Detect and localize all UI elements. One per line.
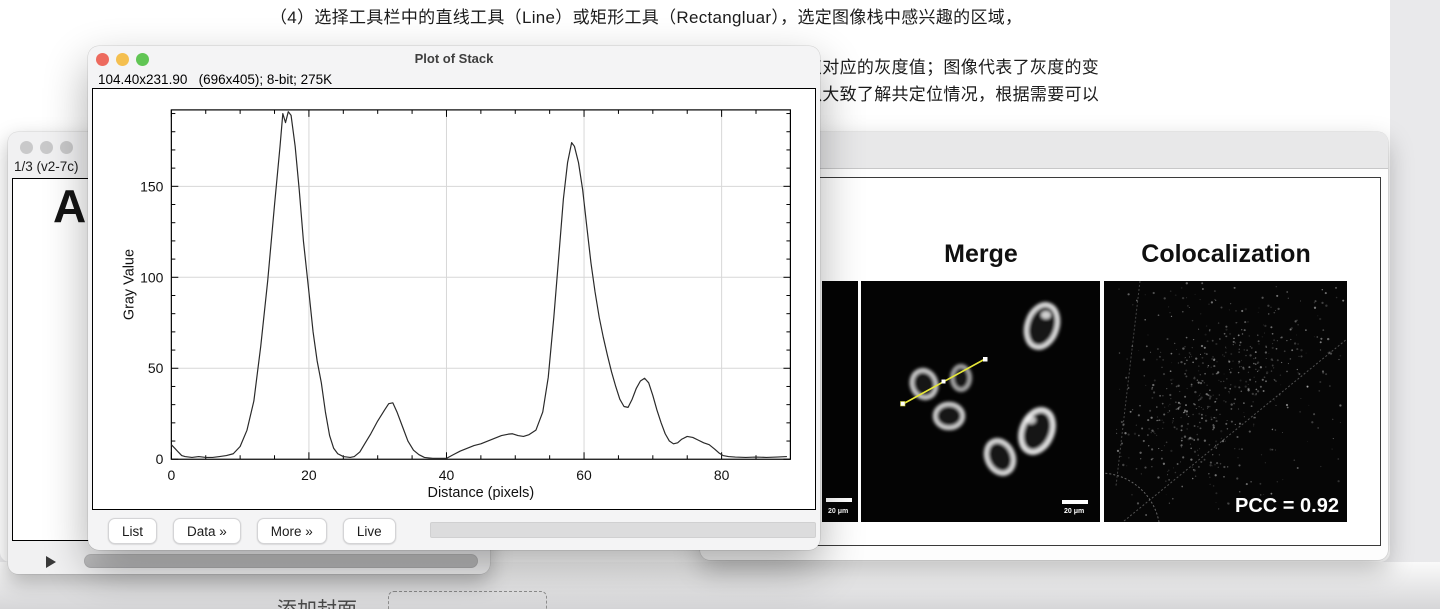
merge-panel-image: 20 μm	[861, 281, 1100, 522]
zoom-icon[interactable]	[136, 53, 149, 66]
svg-text:60: 60	[576, 467, 592, 483]
window-controls	[96, 53, 149, 66]
partial-panel-image: 20 μm	[822, 281, 858, 522]
figure-label-a: A	[53, 180, 87, 232]
svg-text:20: 20	[301, 467, 317, 483]
svg-text:100: 100	[140, 269, 163, 285]
partial-microscopy-panel: 20 μm	[822, 281, 858, 522]
close-icon[interactable]	[96, 53, 109, 66]
plot-canvas: 0 20 40 60 80 0 50 100 150 Distance (pixels) Gray …	[92, 88, 816, 510]
gray-value-chart: 0 20 40 60 80 0 50 100 150 Distance (pixels) Gray …	[122, 109, 791, 501]
gate-line	[1115, 281, 1141, 487]
document-text-fragment: 以大致了解共定位情况，根据需要可以	[805, 85, 1100, 104]
live-button[interactable]: Live	[342, 518, 396, 544]
cell-blobs	[909, 302, 1061, 476]
document-text-fragment: 点对应的灰度值；图像代表了灰度的变	[805, 58, 1100, 77]
zoom-icon[interactable]	[60, 141, 73, 154]
svg-text:40: 40	[439, 467, 455, 483]
plot-info-text: 104.40x231.90 (696x405); 8-bit; 275K	[98, 72, 333, 87]
stack-scrollbar[interactable]	[84, 554, 478, 568]
add-cover-button[interactable]: 添加封面	[277, 593, 357, 609]
document-bottom-area: 添加封面	[0, 562, 1440, 609]
cover-placeholder-box[interactable]	[388, 591, 547, 609]
data-button[interactable]: Data »	[173, 518, 241, 544]
plot-button-row: List Data » More » Live	[108, 518, 396, 544]
colocalization-scatter-image: PCC = 0.92	[1104, 281, 1347, 522]
svg-text:80: 80	[714, 467, 730, 483]
svg-text:20 μm: 20 μm	[828, 508, 848, 515]
merge-microscopy-panel: 20 μm	[861, 281, 1100, 522]
window-controls	[20, 141, 73, 154]
close-icon[interactable]	[20, 141, 33, 154]
roi-line	[900, 357, 988, 407]
merge-panel-title: Merge	[944, 240, 1018, 268]
plot-window-titlebar[interactable]: Plot of Stack	[88, 46, 820, 72]
colocalization-scatter-panel: PCC = 0.92	[1104, 281, 1347, 522]
svg-text:0: 0	[156, 451, 164, 467]
svg-text:Distance (pixels): Distance (pixels)	[428, 485, 535, 501]
svg-text:Gray Value: Gray Value	[122, 249, 138, 320]
document-text-line: （4）选择工具栏中的直线工具（Line）或矩形工具（Rectangluar），选…	[270, 8, 1023, 27]
stack-window-title: 1/3 (v2-7c)	[14, 159, 79, 174]
minimize-icon[interactable]	[116, 53, 129, 66]
plot-window-title: Plot of Stack	[414, 51, 494, 66]
colocalization-panel-title: Colocalization	[1141, 240, 1311, 268]
play-icon[interactable]	[46, 556, 56, 568]
stack-slider[interactable]	[430, 522, 816, 538]
plot-window: Plot of Stack 104.40x231.90 (696x405); 8…	[88, 46, 820, 550]
svg-text:150: 150	[140, 178, 163, 194]
pcc-value: PCC = 0.92	[1235, 495, 1339, 517]
more-button[interactable]: More »	[256, 518, 327, 544]
svg-text:50: 50	[148, 360, 164, 376]
svg-text:20 μm: 20 μm	[1064, 508, 1084, 515]
svg-text:0: 0	[167, 467, 175, 483]
minimize-icon[interactable]	[40, 141, 53, 154]
list-button[interactable]: List	[108, 518, 158, 544]
